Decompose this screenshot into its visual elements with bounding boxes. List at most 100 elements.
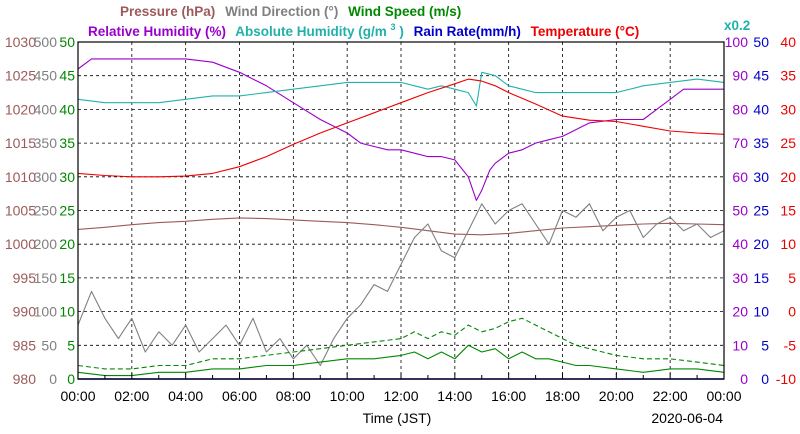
x-tick-label: 08:00 (276, 388, 311, 404)
legend-row2: Relative Humidity (%) Absolute Humidity … (88, 18, 639, 39)
y-tick-label-wind_dir: 0 (49, 371, 57, 387)
x-tick-label: 06:00 (222, 388, 257, 404)
y-tick-label-wind_speed: 50 (59, 34, 75, 50)
series-line-wind-speed-m-s (77, 344, 725, 377)
x-tick-label: 16:00 (491, 388, 526, 404)
y-tick-label-rain: 20 (753, 236, 769, 252)
series-line-temperature-c (77, 78, 725, 178)
x-tick-label: 22:00 (653, 388, 688, 404)
y-tick-label-wind_dir: 400 (34, 101, 58, 117)
legend-row1: Pressure (hPa) Wind Direction (°) Wind S… (120, 4, 461, 19)
y-tick-label-wind_speed: 5 (67, 337, 75, 353)
y-tick-label-humidity: 100 (725, 34, 749, 50)
x-axis-title: Time (JST) (363, 410, 432, 426)
legend-temperature: Temperature (°C) (531, 24, 640, 39)
y-tick-label-wind_dir: 450 (34, 68, 58, 84)
y-tick-label-pressure: 1000 (5, 236, 36, 252)
y-tick-label-rain: 25 (753, 203, 769, 219)
y-tick-label-temperature: 20 (780, 169, 796, 185)
series-line-pressure-hpa (77, 217, 725, 236)
series-line-wind-speed-gust-m-s (77, 317, 725, 370)
y-tick-label-wind_speed: 0 (67, 371, 75, 387)
y-tick-label-pressure: 1015 (5, 135, 36, 151)
y-tick-label-humidity: 0 (740, 371, 748, 387)
x-tick-label: 00:00 (706, 388, 741, 404)
y-tick-label-temperature: 40 (780, 34, 796, 50)
y-tick-label-pressure: 980 (13, 371, 37, 387)
y-tick-label-rain: 40 (753, 101, 769, 117)
y-tick-label-wind_dir: 300 (34, 169, 58, 185)
y-tick-label-rain: 5 (761, 337, 769, 353)
y-tick-label-humidity: 30 (732, 270, 748, 286)
y-tick-label-humidity: 10 (732, 337, 748, 353)
legend-rain-rate: Rain Rate(mm/h) (414, 24, 521, 39)
y-tick-label-pressure: 1010 (5, 169, 36, 185)
legend-wind-direction: Wind Direction (°) (225, 4, 338, 19)
y-tick-label-wind_dir: 500 (34, 34, 58, 50)
y-tick-label-temperature: 10 (780, 236, 796, 252)
y-tick-label-humidity: 70 (732, 135, 748, 151)
y-tick-label-rain: 30 (753, 169, 769, 185)
y-tick-label-wind_speed: 30 (59, 169, 75, 185)
y-tick-label-wind_dir: 100 (34, 304, 58, 320)
series-line-wind-direction (77, 203, 725, 367)
y-tick-label-wind_dir: 50 (41, 337, 57, 353)
x-tick-label: 04:00 (168, 388, 203, 404)
y-tick-label-rain: 15 (753, 270, 769, 286)
y-tick-label-temperature: -10 (776, 371, 796, 387)
legend-absolute-humidity-sup: 3 (391, 22, 396, 32)
x-tick-label: 02:00 (114, 388, 149, 404)
y-tick-label-wind_speed: 35 (59, 135, 75, 151)
x-tick-label: 12:00 (383, 388, 418, 404)
y-tick-label-pressure: 1025 (5, 68, 36, 84)
y-tick-label-humidity: 80 (732, 101, 748, 117)
y-tick-label-wind_speed: 45 (59, 68, 75, 84)
grid (78, 42, 724, 379)
y-tick-label-temperature: 0 (788, 304, 796, 320)
series-line-absolute-humidity-g-m3 (77, 71, 725, 107)
x-tick-label: 14:00 (437, 388, 472, 404)
y-tick-label-wind_speed: 40 (59, 101, 75, 117)
axes-layer: 00:00 02:00 04:00 06:00 08:00 10:00 12:00 14:00… (5, 34, 796, 404)
y-tick-label-wind_dir: 200 (34, 236, 58, 252)
y-tick-label-humidity: 50 (732, 203, 748, 219)
y-tick-label-temperature: 25 (780, 135, 796, 151)
y-tick-label-wind_dir: 150 (34, 270, 58, 286)
legend-absolute-humidity-tail: ) (399, 24, 404, 39)
y-tick-label-humidity: 20 (732, 304, 748, 320)
y-tick-label-pressure: 985 (13, 337, 37, 353)
y-tick-label-wind_speed: 15 (59, 270, 75, 286)
legend-absolute-humidity: Absolute Humidity (g/m (235, 24, 387, 39)
y-tick-label-wind_speed: 20 (59, 236, 75, 252)
y-tick-label-wind_dir: 250 (34, 203, 58, 219)
y-tick-label-pressure: 990 (13, 304, 37, 320)
x-tick-label: 18:00 (545, 388, 580, 404)
date-label: 2020-06-04 (651, 410, 723, 426)
y-tick-label-pressure: 995 (13, 270, 37, 286)
y-tick-label-rain: 45 (753, 68, 769, 84)
y-tick-label-temperature: -5 (784, 337, 797, 353)
series-line-relative-humidity (77, 58, 724, 201)
x-tick-label: 20:00 (599, 388, 634, 404)
y-tick-label-wind_speed: 10 (59, 304, 75, 320)
y-tick-label-pressure: 1020 (5, 101, 36, 117)
y-tick-label-humidity: 40 (732, 236, 748, 252)
y-tick-label-temperature: 5 (788, 270, 796, 286)
scale-note: x0.2 (724, 18, 750, 33)
y-tick-label-humidity: 90 (732, 68, 748, 84)
legend-wind-speed: Wind Speed (m/s) (348, 4, 461, 19)
y-tick-label-pressure: 1030 (5, 34, 36, 50)
y-tick-label-temperature: 15 (780, 203, 796, 219)
y-tick-label-wind_dir: 350 (34, 135, 58, 151)
y-tick-label-temperature: 35 (780, 68, 796, 84)
y-tick-label-rain: 10 (753, 304, 769, 320)
x-tick-label: 10:00 (330, 388, 365, 404)
legend-pressure: Pressure (hPa) (120, 4, 215, 19)
y-tick-label-wind_speed: 25 (59, 203, 75, 219)
y-tick-label-rain: 50 (753, 34, 769, 50)
y-tick-label-humidity: 60 (732, 169, 748, 185)
y-tick-label-rain: 0 (761, 371, 769, 387)
y-tick-label-temperature: 30 (780, 101, 796, 117)
